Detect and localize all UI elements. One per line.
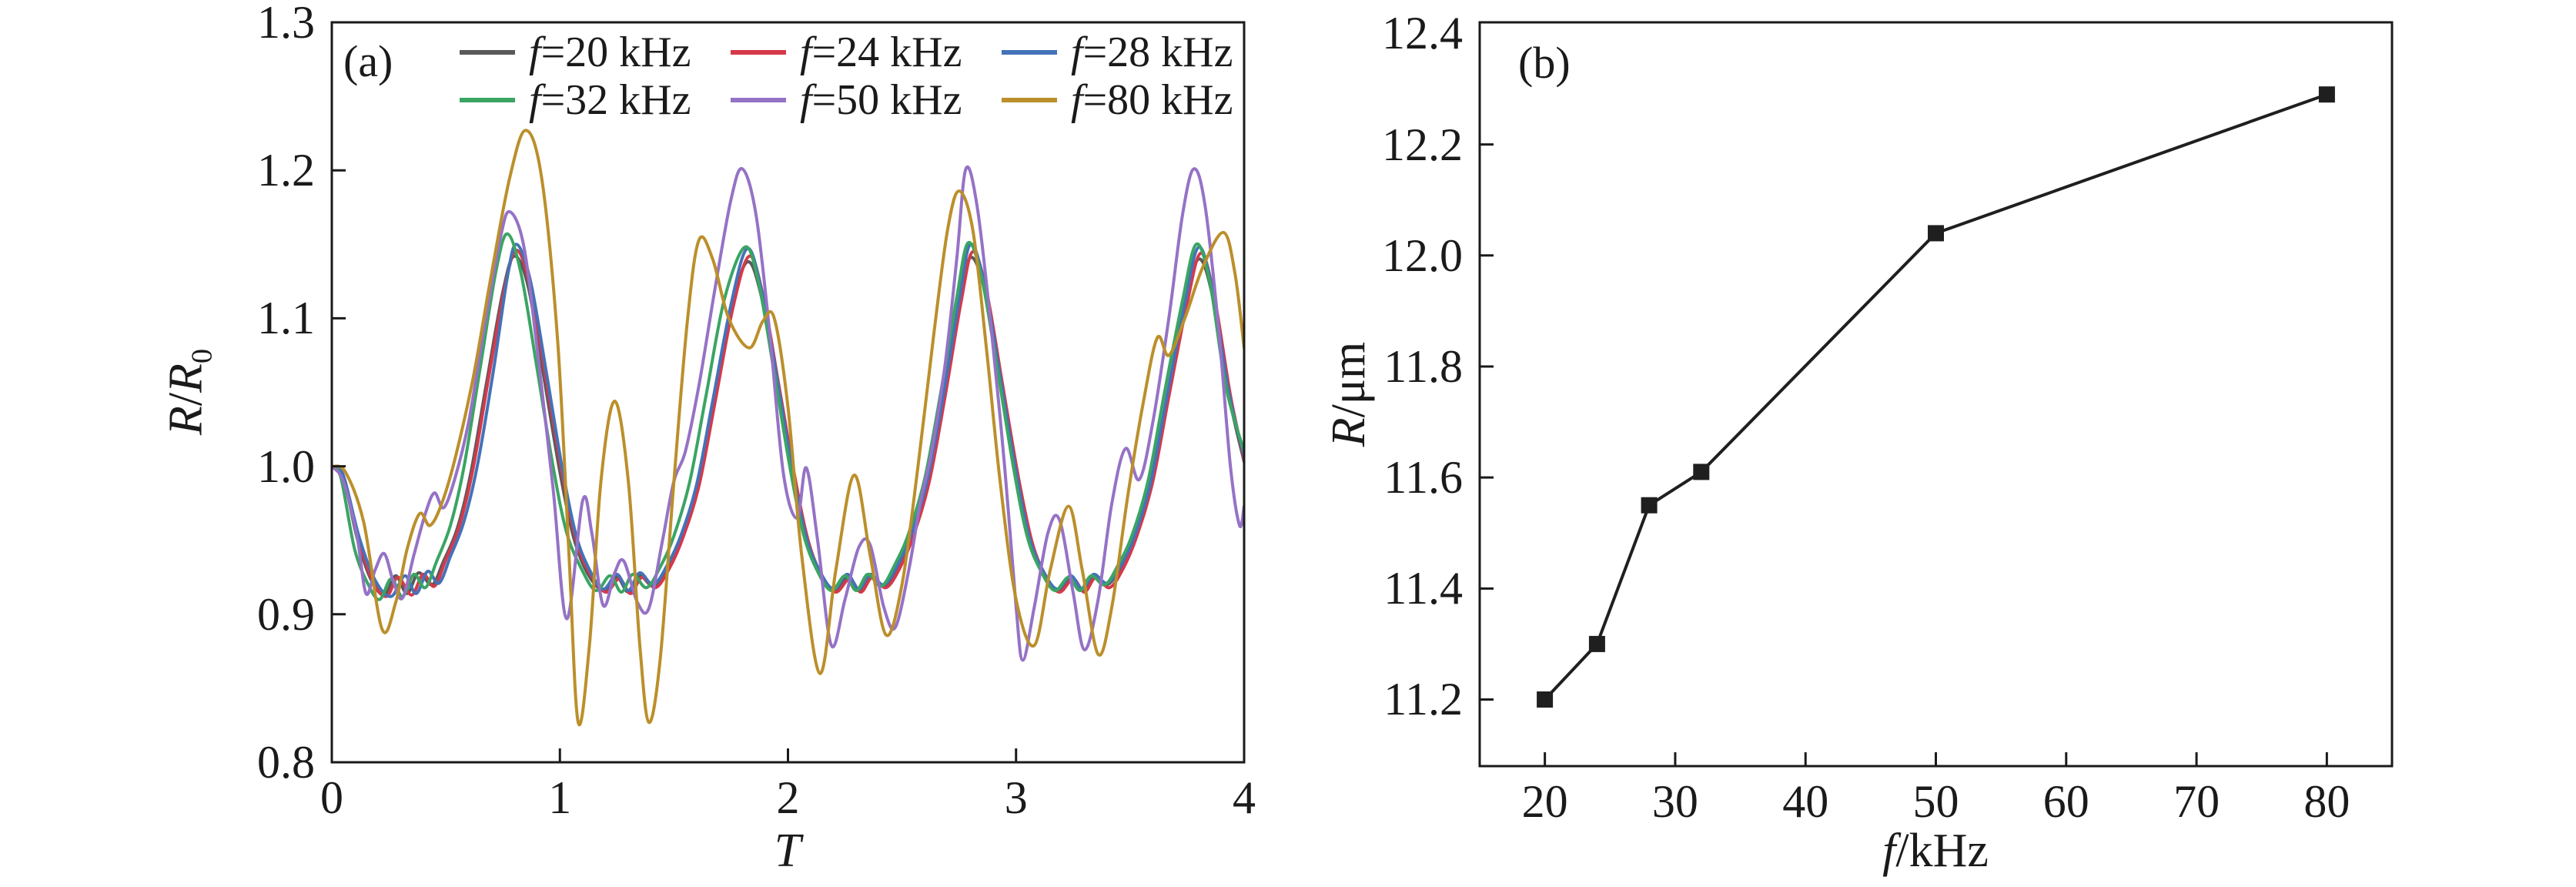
x-tick-label-b: 50 xyxy=(1912,776,1959,827)
panel-b-label: (b) xyxy=(1518,38,1571,88)
y-tick-label-a: 1.1 xyxy=(257,293,315,344)
x-tick-label-a: 0 xyxy=(320,772,343,823)
legend-item-f80: f=80 kHz xyxy=(1002,76,1273,124)
y-tick-label-a: 1.0 xyxy=(257,440,315,492)
data-point-marker xyxy=(1641,497,1658,514)
legend-swatch-f20-icon xyxy=(460,50,515,55)
legend-item-f24: f=24 kHz xyxy=(731,28,1002,76)
legend-label-f24: f=24 kHz xyxy=(800,28,962,76)
y-tick-label-b: 11.2 xyxy=(1383,674,1463,725)
data-point-marker xyxy=(1693,464,1710,480)
data-point-marker xyxy=(1588,635,1605,652)
y-tick-label-b: 11.4 xyxy=(1383,563,1463,614)
legend-label-f50: f=50 kHz xyxy=(800,76,962,124)
legend-item-f32: f=32 kHz xyxy=(460,76,731,124)
legend: f=20 kHz f=24 kHz f=28 kHz f=32 kHz f=50… xyxy=(460,28,1273,124)
data-point-marker xyxy=(1928,225,1944,242)
legend-swatch-f80-icon xyxy=(1002,98,1057,102)
legend-label-f20: f=20 kHz xyxy=(529,28,691,76)
x-tick-label-b: 80 xyxy=(2303,776,2350,827)
panel-a-label: (a) xyxy=(343,36,393,86)
legend-swatch-f28-icon xyxy=(1002,50,1057,55)
legend-item-f20: f=20 kHz xyxy=(460,28,731,76)
y-tick-label-b: 11.8 xyxy=(1383,340,1463,392)
y-tick-label-b: 12.0 xyxy=(1382,229,1463,281)
y-tick-label-b: 12.4 xyxy=(1382,8,1463,59)
data-point-marker xyxy=(2318,86,2335,103)
y-tick-label-a: 0.9 xyxy=(257,588,315,640)
legend-swatch-f32-icon xyxy=(460,98,515,102)
y-tick-label-a: 0.8 xyxy=(257,737,315,788)
y-tick-label-a: 1.2 xyxy=(257,145,315,196)
legend-swatch-f24-icon xyxy=(731,50,786,55)
legend-item-f28: f=28 kHz xyxy=(1002,28,1273,76)
legend-label-f80: f=80 kHz xyxy=(1071,76,1233,124)
series-line-r-vs-f xyxy=(1544,92,2328,701)
x-tick-label-a: 2 xyxy=(776,772,800,823)
panel-a-series-group xyxy=(332,129,1244,727)
y-tick-label-a: 1.3 xyxy=(257,0,315,48)
series-line-f-50-khz xyxy=(332,165,1244,662)
panel-b-series-group xyxy=(1537,86,2335,708)
x-tick-label-b: 70 xyxy=(2173,776,2220,827)
legend-item-f50: f=50 kHz xyxy=(731,76,1002,124)
x-tick-label-a: 3 xyxy=(1004,772,1028,823)
x-tick-label-b: 40 xyxy=(1782,776,1829,827)
panel-b-frame xyxy=(1478,21,2394,768)
x-tick-label-b: 30 xyxy=(1651,776,1698,827)
x-tick-label-a: 4 xyxy=(1233,772,1256,823)
legend-label-f28: f=28 kHz xyxy=(1071,28,1233,76)
y-tick-label-b: 12.2 xyxy=(1382,119,1463,170)
panel-a-y-axis-label: R/R0 xyxy=(159,348,219,436)
panel-a-x-axis-label: T xyxy=(774,825,801,877)
x-tick-label-b: 60 xyxy=(2042,776,2089,827)
data-point-marker xyxy=(1537,691,1554,708)
y-tick-label-b: 11.6 xyxy=(1383,452,1463,504)
series-line-f-80-khz xyxy=(332,129,1244,727)
legend-label-f32: f=32 kHz xyxy=(529,76,691,124)
panel-a-frame xyxy=(330,21,1246,764)
x-tick-label-a: 1 xyxy=(548,772,572,823)
legend-swatch-f50-icon xyxy=(731,98,786,102)
x-tick-label-b: 20 xyxy=(1521,776,1568,827)
panel-b-x-axis-label: f/kHz xyxy=(1882,825,1989,877)
